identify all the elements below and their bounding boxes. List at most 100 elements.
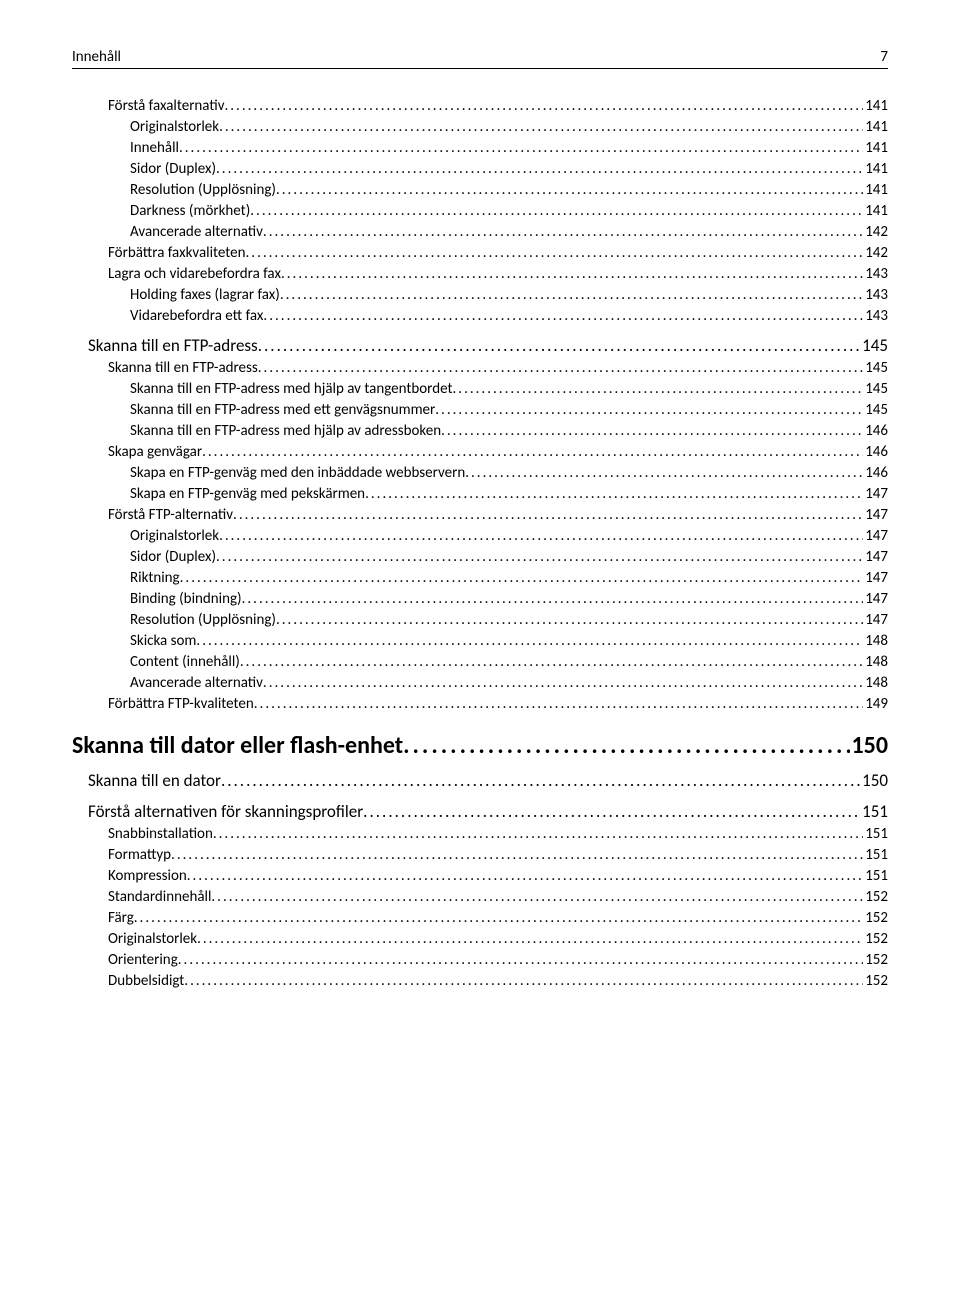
toc-entry-label: Skicka som bbox=[130, 632, 196, 650]
toc-entry-label: Skanna till en FTP-adress med ett genväg… bbox=[130, 401, 435, 419]
toc-leader-dots bbox=[178, 951, 863, 969]
toc-entry-label: Snabbinstallation bbox=[108, 825, 213, 843]
toc-entry-page: 150 bbox=[860, 770, 888, 791]
toc-entry-page: 152 bbox=[863, 951, 888, 969]
toc-entry: Färg152 bbox=[72, 909, 888, 927]
toc-entry-label: Originalstorlek bbox=[130, 118, 219, 136]
toc-entry: Originalstorlek152 bbox=[72, 930, 888, 948]
toc-entry-label: Formattyp bbox=[108, 846, 171, 864]
toc-leader-dots bbox=[187, 867, 863, 885]
toc-entry-label: Förstå faxalternativ bbox=[108, 97, 224, 115]
toc-entry-label: Originalstorlek bbox=[130, 527, 219, 545]
toc-entry-page: 151 bbox=[863, 825, 888, 843]
toc-entry-page: 145 bbox=[863, 380, 888, 398]
toc-entry: Avancerade alternativ142 bbox=[72, 223, 888, 241]
toc-entry-page: 141 bbox=[863, 139, 888, 157]
toc-entry-label: Vidarebefordra ett fax bbox=[130, 307, 263, 325]
toc-entry-page: 152 bbox=[863, 909, 888, 927]
toc-leader-dots bbox=[453, 380, 864, 398]
toc-leader-dots bbox=[281, 265, 863, 283]
toc-entry: Orientering 152 bbox=[72, 951, 888, 969]
toc-entry-label: Content (innehåll) bbox=[130, 653, 240, 671]
toc-leader-dots bbox=[263, 674, 863, 692]
toc-leader-dots bbox=[197, 930, 863, 948]
toc-entry: Skanna till en FTP-adress145 bbox=[72, 335, 888, 356]
toc-leader-dots bbox=[221, 770, 860, 791]
toc-leader-dots bbox=[365, 485, 863, 503]
toc-entry-page: 147 bbox=[863, 590, 888, 608]
toc-entry-page: 146 bbox=[863, 464, 888, 482]
toc-leader-dots bbox=[280, 286, 863, 304]
toc-leader-dots bbox=[465, 464, 863, 482]
toc-entry: Avancerade alternativ148 bbox=[72, 674, 888, 692]
toc-entry: Förbättra faxkvaliteten142 bbox=[72, 244, 888, 262]
toc-entry: Sidor (Duplex)141 bbox=[72, 160, 888, 178]
toc-leader-dots bbox=[233, 506, 863, 524]
toc-entry: Skapa en FTP-genväg med den inbäddade we… bbox=[72, 464, 888, 482]
toc-leader-dots bbox=[258, 335, 860, 356]
toc-entry: Skapa genvägar146 bbox=[72, 443, 888, 461]
toc-entry-page: 146 bbox=[863, 422, 888, 440]
toc-entry-page: 148 bbox=[863, 653, 888, 671]
toc-entry-page: 141 bbox=[863, 181, 888, 199]
toc-entry-page: 147 bbox=[863, 506, 888, 524]
toc-leader-dots bbox=[219, 527, 863, 545]
toc-leader-dots bbox=[263, 223, 863, 241]
toc-entry-label: Förbättra FTP-kvaliteten bbox=[108, 695, 254, 713]
toc-leader-dots bbox=[363, 801, 860, 822]
toc-entry-label: Resolution (Upplösning) bbox=[130, 181, 276, 199]
toc-entry-page: 152 bbox=[863, 888, 888, 906]
toc-entry-label: Skanna till en dator bbox=[88, 770, 221, 791]
toc-entry-label: Förstå FTP-alternativ bbox=[108, 506, 233, 524]
toc-entry-label: Orientering bbox=[108, 951, 178, 969]
toc-entry: Förbättra FTP-kvaliteten 149 bbox=[72, 695, 888, 713]
toc-leader-dots bbox=[216, 160, 863, 178]
toc-entry-label: Innehåll bbox=[130, 139, 179, 157]
toc-entry: Vidarebefordra ett fax 143 bbox=[72, 307, 888, 325]
toc-entry-page: 143 bbox=[863, 265, 888, 283]
toc-entry-label: Sidor (Duplex) bbox=[130, 160, 216, 178]
toc-leader-dots bbox=[250, 202, 863, 220]
toc-leader-dots bbox=[240, 653, 863, 671]
toc-entry: Binding (bindning)147 bbox=[72, 590, 888, 608]
toc-entry: Lagra och vidarebefordra fax143 bbox=[72, 265, 888, 283]
toc-entry-page: 150 bbox=[850, 731, 889, 760]
toc-entry: Originalstorlek 147 bbox=[72, 527, 888, 545]
toc-entry-label: Skanna till en FTP-adress bbox=[88, 335, 258, 356]
header-page-number: 7 bbox=[880, 48, 888, 66]
toc-entry-page: 149 bbox=[863, 695, 888, 713]
toc-entry-label: Riktning bbox=[130, 569, 180, 587]
toc-entry: Holding faxes (lagrar fax)143 bbox=[72, 286, 888, 304]
page-header: Innehåll 7 bbox=[72, 48, 888, 69]
toc-entry-page: 147 bbox=[863, 548, 888, 566]
toc-entry: Skanna till en FTP-adress med hjälp av a… bbox=[72, 422, 888, 440]
toc-entry-label: Resolution (Upplösning) bbox=[130, 611, 276, 629]
toc-leader-dots bbox=[213, 825, 863, 843]
toc-entry-label: Skapa en FTP-genväg med pekskärmen bbox=[130, 485, 365, 503]
toc-entry-label: Förbättra faxkvaliteten bbox=[108, 244, 246, 262]
toc-entry: Formattyp151 bbox=[72, 846, 888, 864]
toc-entry: Standardinnehåll152 bbox=[72, 888, 888, 906]
toc-entry-page: 146 bbox=[863, 443, 888, 461]
toc-entry-page: 152 bbox=[863, 972, 888, 990]
toc-entry-page: 143 bbox=[863, 286, 888, 304]
toc-leader-dots bbox=[242, 590, 864, 608]
toc-entry: Skicka som148 bbox=[72, 632, 888, 650]
toc-entry-page: 147 bbox=[863, 527, 888, 545]
toc-entry-label: Skanna till en FTP-adress bbox=[108, 359, 258, 377]
toc-entry: Darkness (mörkhet)141 bbox=[72, 202, 888, 220]
toc-entry-page: 141 bbox=[863, 118, 888, 136]
toc-entry-label: Skanna till en FTP-adress med hjälp av t… bbox=[130, 380, 453, 398]
toc-leader-dots bbox=[441, 422, 863, 440]
toc-entry: Dubbelsidigt152 bbox=[72, 972, 888, 990]
toc-entry: Skanna till en FTP-adress med ett genväg… bbox=[72, 401, 888, 419]
toc-entry-label: Kompression bbox=[108, 867, 187, 885]
toc-entry-page: 141 bbox=[863, 97, 888, 115]
toc-leader-dots bbox=[202, 443, 863, 461]
toc-entry-page: 152 bbox=[863, 930, 888, 948]
toc-leader-dots bbox=[184, 972, 863, 990]
toc-leader-dots bbox=[179, 139, 863, 157]
toc-entry: Skanna till dator eller flash-enhet150 bbox=[72, 731, 888, 760]
toc-entry-page: 143 bbox=[863, 307, 888, 325]
toc-entry-page: 151 bbox=[863, 867, 888, 885]
